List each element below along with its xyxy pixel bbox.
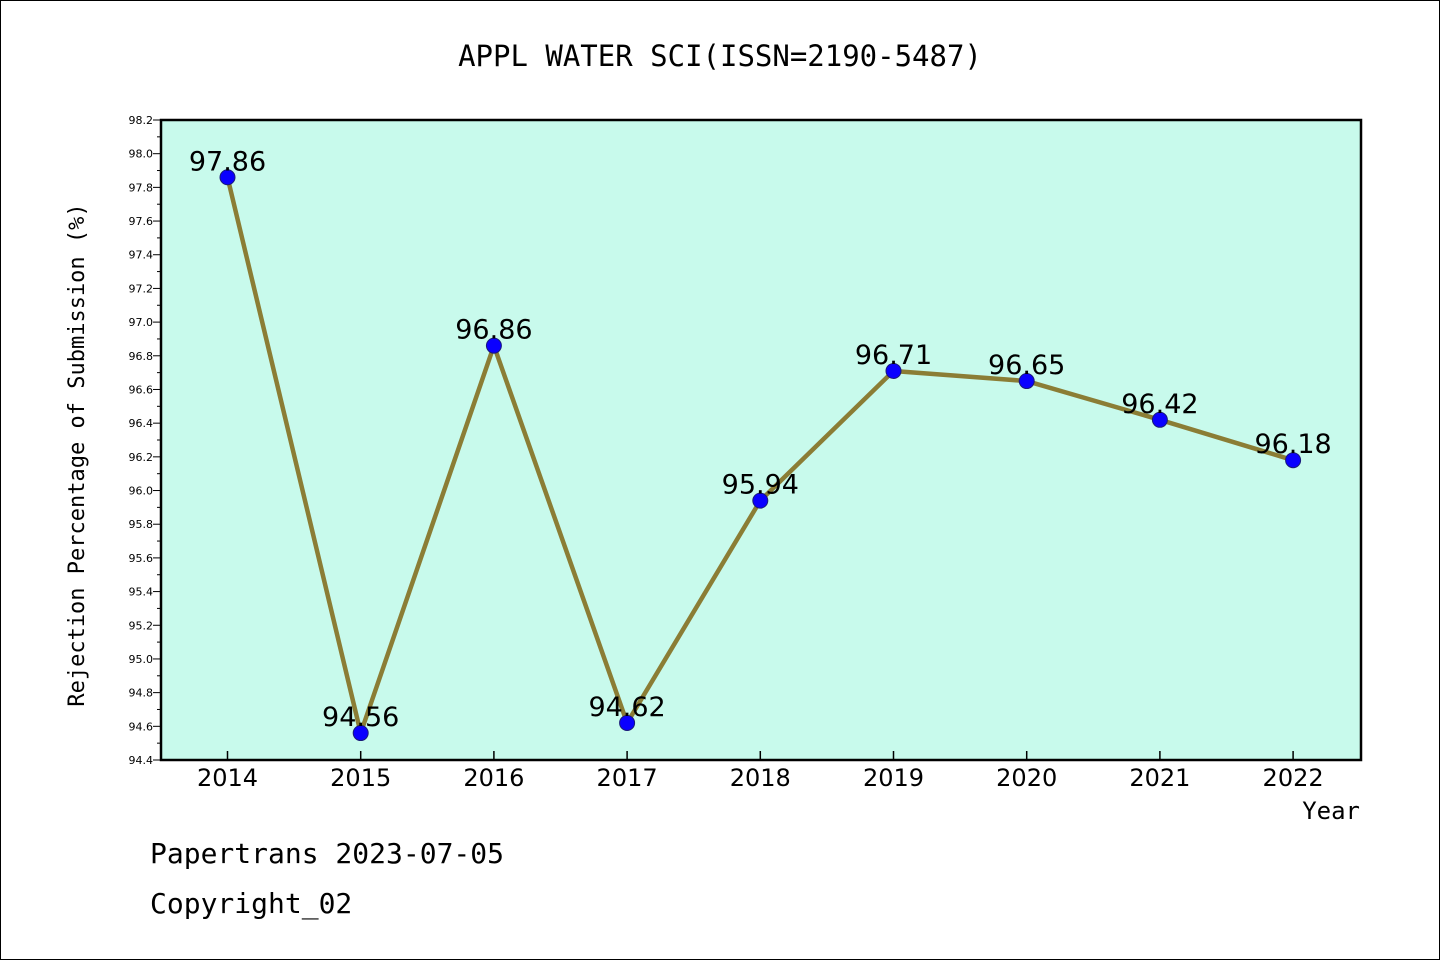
x-tick-label: 2018 [730, 764, 791, 792]
x-tick-label: 2021 [1129, 764, 1190, 792]
data-label: 96.71 [855, 340, 932, 371]
footer-copyright: Copyright_02 [150, 887, 352, 921]
y-tick-label: 95.2 [129, 619, 154, 632]
series-group: 97.86 94.56 96.86 94.62 95.94 96.71 96.65 96.42… [189, 146, 1332, 742]
y-tick-label: 95.6 [129, 552, 154, 565]
data-point [752, 492, 769, 509]
y-tick-label: 95.8 [129, 518, 154, 531]
data-label: 96.18 [1254, 429, 1331, 460]
y-tick-label: 95.0 [129, 653, 154, 666]
y-tick-label: 94.6 [129, 720, 154, 733]
data-label: 97.86 [189, 146, 266, 177]
chart-title: APPL WATER SCI(ISSN=2190-5487) [458, 39, 982, 73]
x-tick-label: 2014 [197, 764, 258, 792]
data-label: 94.62 [588, 692, 665, 723]
y-tick-label: 94.8 [129, 687, 154, 700]
data-point [1151, 411, 1168, 428]
y-tick-label: 97.0 [129, 316, 154, 329]
x-tick-label: 2020 [996, 764, 1057, 792]
data-label: 96.65 [988, 350, 1065, 381]
y-tick-label: 96.0 [129, 485, 154, 498]
y-tick-label: 96.8 [129, 350, 154, 363]
footer-date: Papertrans 2023-07-05 [150, 837, 504, 870]
y-tick-label: 97.4 [129, 249, 154, 262]
y-axis: 94.4 94.6 94.8 95.0 95.2 95.4 95.6 95.8 96.0 96.2… [129, 114, 161, 767]
y-tick-label: 97.8 [129, 181, 154, 194]
data-label: 96.86 [455, 315, 532, 346]
y-tick-label: 94.4 [129, 754, 154, 767]
data-point [1018, 373, 1035, 390]
data-point [885, 362, 902, 379]
y-tick-label: 96.4 [129, 417, 154, 430]
data-label: 95.94 [722, 470, 799, 501]
data-point [485, 337, 502, 354]
y-axis-label: Rejection Percentage of Submission (%) [65, 203, 90, 706]
x-axis: 2014 2015 2016 2017 2018 2019 2020 2021 2022 [197, 751, 1324, 792]
data-label: 96.42 [1121, 389, 1198, 420]
y-tick-label: 97.2 [129, 282, 154, 295]
data-point [352, 725, 369, 742]
x-tick-label: 2016 [463, 764, 524, 792]
data-point [219, 169, 236, 186]
data-point [1285, 452, 1302, 469]
x-tick-label: 2015 [330, 764, 391, 792]
y-tick-label: 96.2 [129, 451, 154, 464]
y-tick-label: 95.4 [129, 586, 154, 599]
data-label: 94.56 [322, 702, 399, 733]
data-point [619, 714, 636, 731]
plot-area [159, 118, 1363, 762]
y-tick-label: 98.0 [129, 148, 154, 161]
x-axis-label: Year [1302, 797, 1360, 825]
x-tick-label: 2017 [597, 764, 658, 792]
x-tick-label: 2022 [1263, 764, 1324, 792]
x-tick-label: 2019 [863, 764, 924, 792]
y-tick-label: 97.6 [129, 215, 154, 228]
y-tick-label: 98.2 [129, 114, 154, 127]
y-tick-label: 96.6 [129, 383, 154, 396]
